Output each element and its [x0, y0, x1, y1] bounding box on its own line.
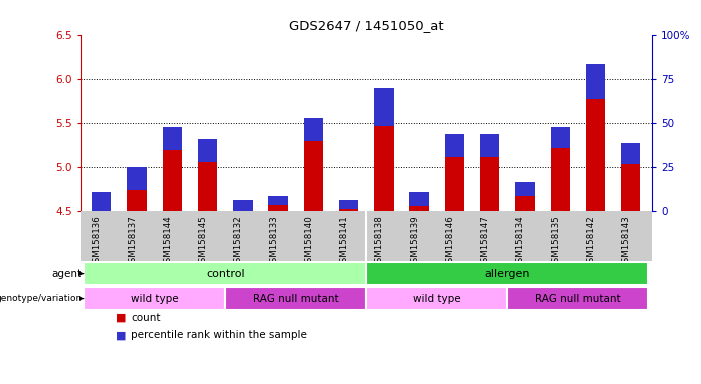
Bar [480, 134, 499, 211]
Bar [550, 127, 570, 211]
Bar [233, 200, 252, 211]
Bar [198, 139, 217, 211]
Text: GSM158147: GSM158147 [481, 215, 490, 268]
Bar [480, 134, 499, 157]
Bar [304, 119, 323, 211]
Text: percentile rank within the sample: percentile rank within the sample [131, 330, 307, 340]
Bar [444, 134, 464, 211]
Text: GSM158140: GSM158140 [304, 215, 313, 268]
Text: wild type: wild type [413, 293, 461, 304]
Text: GSM158133: GSM158133 [269, 215, 278, 268]
Text: GSM158138: GSM158138 [375, 215, 384, 268]
Bar [586, 64, 605, 211]
Bar [409, 192, 429, 211]
Text: control: control [206, 268, 245, 279]
Bar [92, 192, 111, 213]
Text: GSM158139: GSM158139 [410, 215, 419, 268]
Bar [233, 200, 252, 214]
Bar [128, 167, 147, 211]
Text: GSM158142: GSM158142 [587, 215, 596, 268]
Text: GSM158134: GSM158134 [516, 215, 525, 268]
Bar [586, 64, 605, 99]
Bar [268, 196, 288, 205]
Bar [515, 182, 535, 196]
Text: agent: agent [51, 268, 81, 279]
Bar [268, 196, 288, 211]
Bar [198, 139, 217, 162]
Bar [339, 200, 358, 211]
Bar [374, 88, 393, 126]
Bar [515, 182, 535, 211]
Bar [163, 127, 182, 150]
Bar [409, 192, 429, 206]
Text: GSM158145: GSM158145 [198, 215, 207, 268]
Bar [163, 127, 182, 211]
Bar [367, 262, 648, 285]
Text: GSM158146: GSM158146 [445, 215, 454, 268]
Text: allergen: allergen [484, 268, 530, 279]
Text: GSM158137: GSM158137 [128, 215, 137, 268]
Bar [621, 143, 641, 211]
Text: GSM158136: GSM158136 [93, 215, 102, 268]
Text: ■: ■ [116, 330, 126, 340]
Text: RAG null mutant: RAG null mutant [535, 293, 620, 304]
Bar [92, 192, 111, 211]
Bar [550, 127, 570, 149]
Bar [444, 134, 464, 157]
Bar [84, 287, 225, 310]
Text: count: count [131, 313, 161, 323]
Bar [304, 118, 323, 141]
Text: RAG null mutant: RAG null mutant [253, 293, 339, 304]
Bar [339, 200, 358, 209]
Text: wild type: wild type [131, 293, 179, 304]
Bar [128, 167, 147, 190]
Bar [84, 262, 367, 285]
Bar [225, 287, 367, 310]
Bar [508, 287, 648, 310]
Text: GSM158141: GSM158141 [340, 215, 348, 268]
Bar [374, 88, 393, 211]
Bar [621, 143, 641, 164]
Text: genotype/variation: genotype/variation [0, 294, 81, 303]
Text: GSM158144: GSM158144 [163, 215, 172, 268]
Title: GDS2647 / 1451050_at: GDS2647 / 1451050_at [289, 19, 444, 32]
Text: GSM158143: GSM158143 [622, 215, 631, 268]
Text: GSM158135: GSM158135 [551, 215, 560, 268]
Text: ■: ■ [116, 313, 126, 323]
Bar [367, 287, 508, 310]
Text: GSM158132: GSM158132 [234, 215, 243, 268]
